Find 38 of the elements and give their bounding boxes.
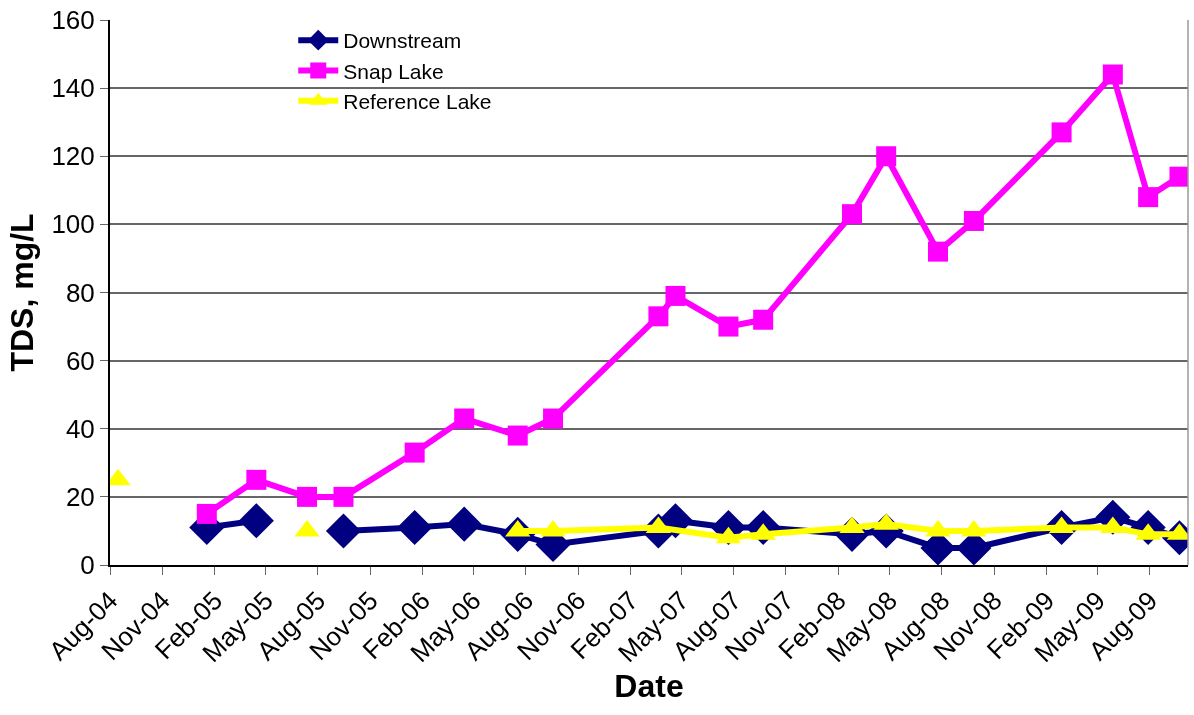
legend-label: Downstream [343, 29, 462, 53]
point [718, 316, 739, 337]
point [454, 408, 475, 429]
point [963, 210, 984, 231]
y-tick-label: 100 [51, 209, 95, 240]
point [665, 285, 686, 306]
point [753, 309, 774, 330]
point [397, 509, 433, 546]
y-tick-label: 140 [51, 73, 95, 104]
y-tick-label: 20 [65, 481, 95, 512]
point [297, 486, 318, 507]
y-tick-label: 80 [65, 277, 95, 308]
point [1051, 122, 1072, 143]
y-tick-label: 40 [65, 413, 95, 444]
y-axis-title: TDS, mg/L [4, 213, 41, 372]
point [333, 486, 354, 507]
point [325, 513, 362, 549]
y-tick-label: 0 [80, 550, 95, 581]
point [543, 408, 564, 429]
point [1169, 166, 1188, 187]
point [246, 469, 267, 490]
point [1138, 187, 1159, 208]
point [928, 241, 948, 262]
x-axis-title: Date [614, 667, 684, 704]
point [842, 204, 863, 225]
y-tick-label: 60 [65, 345, 95, 376]
point [196, 503, 217, 524]
point [876, 146, 897, 167]
point [446, 506, 482, 542]
legend-label: Snap Lake [343, 59, 444, 83]
point [507, 425, 528, 446]
point [238, 503, 274, 539]
y-tick-label: 160 [51, 5, 95, 36]
point [404, 442, 425, 463]
legend-label: Reference Lake [343, 89, 492, 113]
point [648, 306, 669, 327]
point [1102, 64, 1123, 85]
y-tick-label: 120 [51, 141, 95, 172]
